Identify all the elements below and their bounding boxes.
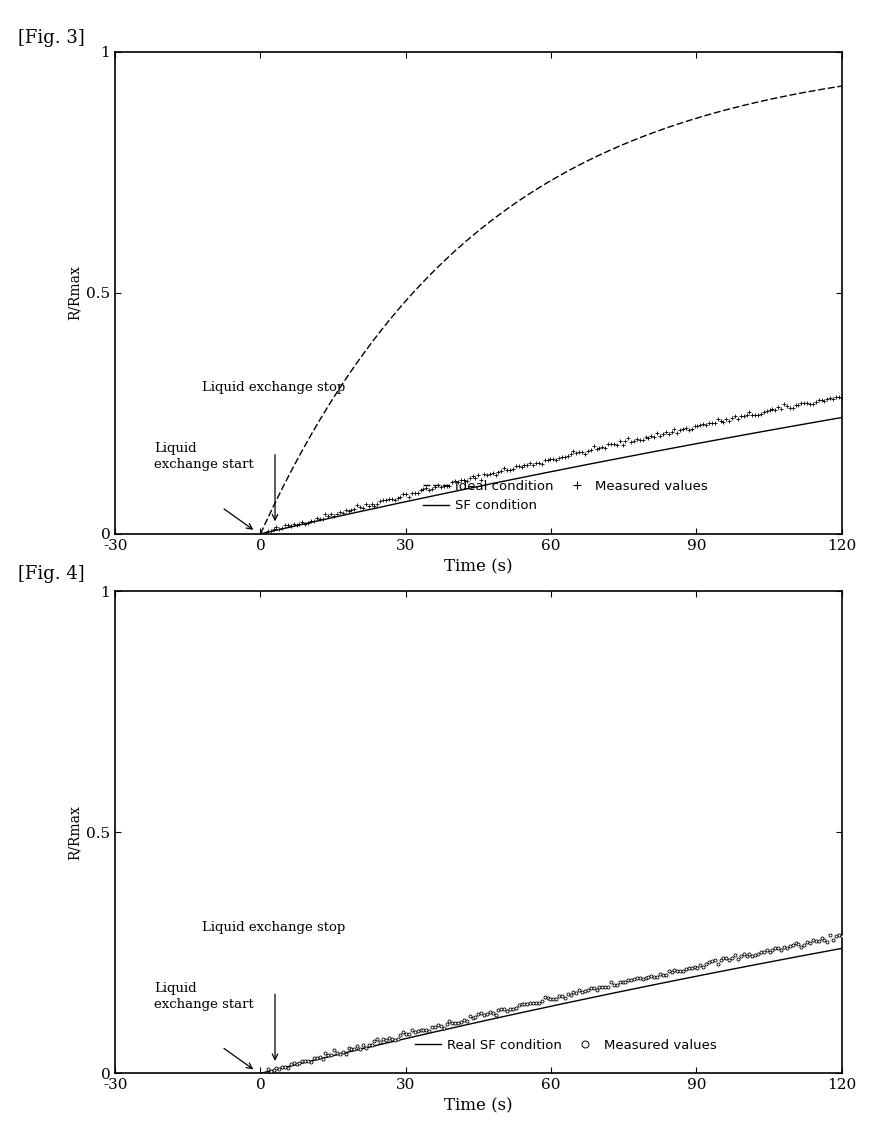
- X-axis label: Time (s): Time (s): [444, 1097, 513, 1115]
- Legend: Real SF condition, Measured values: Real SF condition, Measured values: [409, 1033, 722, 1057]
- Legend: Ideal condition, SF condition, Measured values: Ideal condition, SF condition, Measured …: [418, 474, 713, 518]
- Text: Liquid exchange stop: Liquid exchange stop: [202, 921, 346, 933]
- Text: Liquid
exchange start: Liquid exchange start: [154, 982, 253, 1010]
- Text: Liquid exchange stop: Liquid exchange stop: [202, 381, 346, 394]
- Y-axis label: R/Rmax: R/Rmax: [68, 805, 82, 860]
- Y-axis label: R/Rmax: R/Rmax: [68, 265, 82, 320]
- Text: [Fig. 4]: [Fig. 4]: [18, 565, 84, 583]
- Text: Liquid
exchange start: Liquid exchange start: [154, 442, 253, 471]
- X-axis label: Time (s): Time (s): [444, 558, 513, 575]
- Text: [Fig. 3]: [Fig. 3]: [18, 29, 84, 47]
